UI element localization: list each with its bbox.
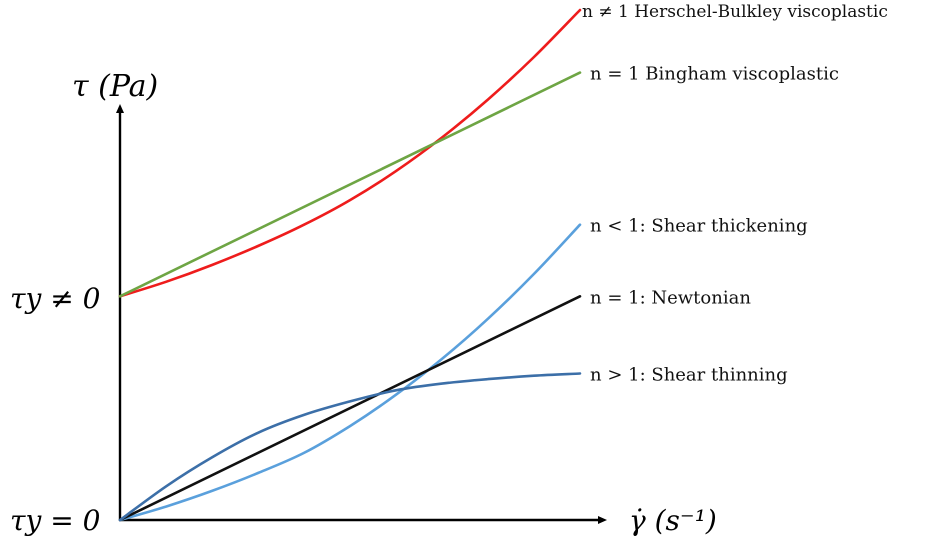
series-label-0: n ≠ 1 Herschel-Bulkley viscoplastic — [582, 2, 888, 22]
series-label-4: n > 1: Shear thinning — [590, 365, 788, 386]
series-label-2: n < 1: Shear thickening — [590, 216, 808, 237]
series-group — [118, 8, 582, 522]
y-axis-label: τ (Pa) — [72, 69, 158, 104]
x-axis-label: γ̇ (s⁻¹) — [629, 504, 717, 537]
series-line-3 — [118, 295, 582, 522]
legend-group: n ≠ 1 Herschel-Bulkley viscoplastic n = 1… — [582, 2, 888, 386]
series-label-1: n = 1 Bingham viscoplastic — [590, 64, 839, 85]
y-tick-label-zero: τy = 0 — [10, 504, 100, 537]
series-label-3: n = 1: Newtonian — [590, 287, 751, 308]
series-line-1 — [118, 71, 582, 298]
y-tick-label-nonzero: τy ≠ 0 — [10, 282, 100, 315]
series-line-0 — [118, 8, 582, 298]
series-line-2 — [118, 223, 582, 522]
series-line-4 — [118, 372, 582, 522]
axes — [116, 104, 607, 524]
